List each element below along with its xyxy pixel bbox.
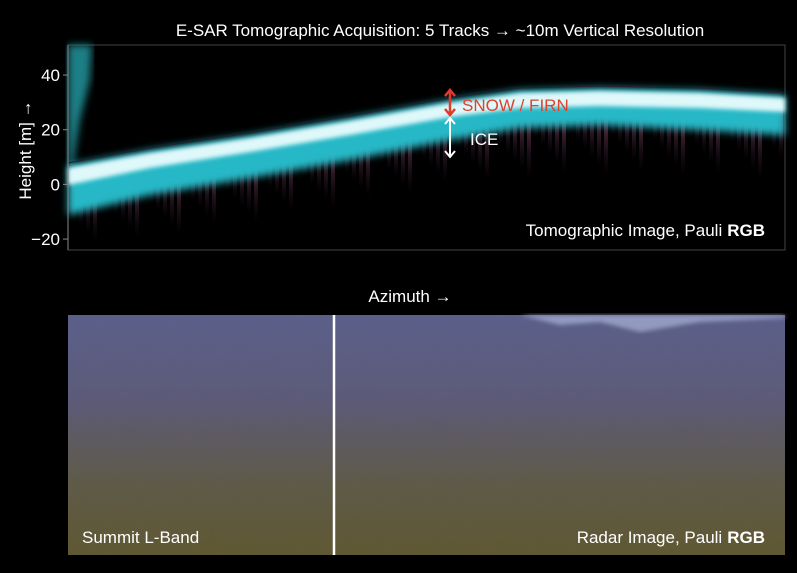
annotation: SNOW / FIRN [462, 96, 569, 115]
y-tick-label: −20 [31, 230, 60, 249]
y-axis: 40 20 0 −20 [31, 45, 68, 250]
annotation: ICE [470, 130, 498, 149]
figure: E-SAR Tomographic Acquisition: 5 Tracks … [0, 0, 797, 573]
radar-image [68, 315, 785, 555]
y-tick-label: 20 [41, 121, 60, 140]
caption-text: Tomographic Image, Pauli [526, 221, 723, 240]
tomographic-panel: SNOW / FIRN ICE Tomographic Image, Pauli… [16, 45, 785, 250]
caption-bold: RGB [727, 221, 765, 240]
caption-bold: RGB [727, 528, 765, 547]
panel-caption: Summit L-Band [82, 528, 199, 547]
x-axis-label: Azimuth → [368, 287, 451, 306]
y-tick-label: 0 [51, 175, 60, 194]
figure-title: E-SAR Tomographic Acquisition: 5 Tracks … [176, 21, 704, 40]
y-tick-label: 40 [41, 66, 60, 85]
y-axis-label: Height [m] → [16, 100, 35, 199]
caption-text: Radar Image, Pauli [577, 528, 723, 547]
